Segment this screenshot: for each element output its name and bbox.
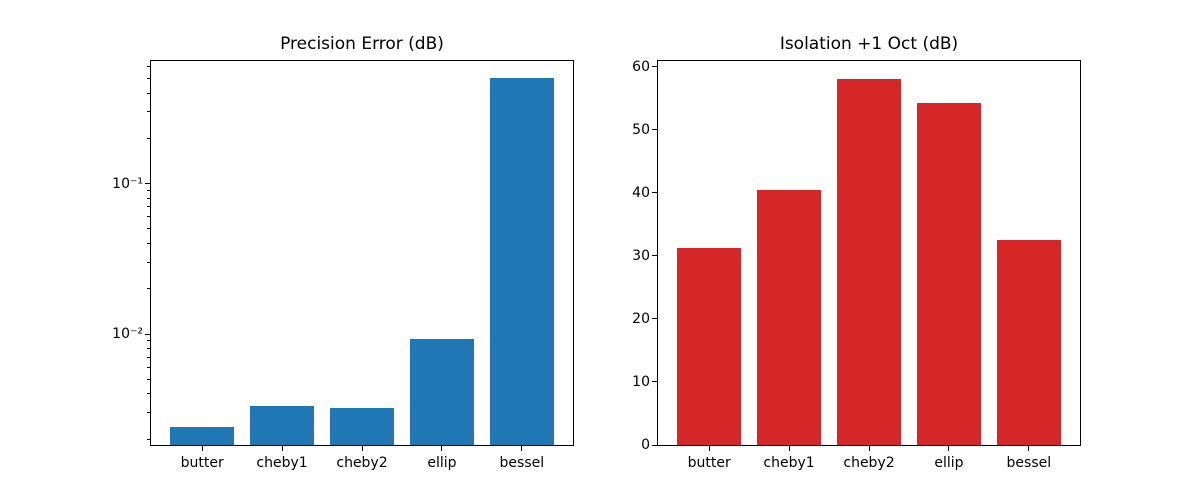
y-minor-tick (147, 438, 150, 440)
x-tick (948, 446, 950, 451)
x-tick (708, 446, 710, 451)
x-tick-label: cheby1 (256, 455, 308, 471)
bar-butter (677, 247, 742, 445)
y-tick-label: 0 (641, 437, 650, 453)
y-minor-tick (147, 216, 150, 218)
left-chart-axes: Precision Error (dB) butter cheby1 cheby2 e… (112, 34, 574, 471)
y-minor-tick (147, 111, 150, 113)
y-minor-tick (147, 348, 150, 350)
y-minor-tick (147, 288, 150, 290)
x-tick (441, 446, 443, 451)
y-minor-tick (147, 393, 150, 395)
x-tick-label: cheby1 (763, 455, 815, 471)
x-tick (281, 446, 283, 451)
y-tick (652, 318, 657, 320)
y-tick (652, 192, 657, 194)
right-chart-title: Isolation +1 Oct (dB) (779, 34, 959, 54)
bar-cheby1 (250, 406, 315, 445)
y-minor-tick (147, 412, 150, 414)
bar-cheby1 (757, 189, 822, 445)
x-tick-label: cheby2 (336, 455, 388, 471)
y-minor-tick (147, 77, 150, 79)
y-minor-tick (147, 228, 150, 230)
x-tick-label: butter (687, 455, 731, 471)
y-tick-label: 40 (632, 184, 650, 201)
x-tick-label: butter (180, 455, 224, 471)
x-tick (1028, 446, 1030, 451)
y-minor-tick (147, 206, 150, 208)
x-tick (788, 446, 790, 451)
bar-bessel (489, 78, 554, 445)
y-tick (652, 381, 657, 383)
y-minor-tick (147, 261, 150, 263)
y-tick-label: 30 (632, 247, 650, 264)
y-minor-tick (147, 197, 150, 199)
x-tick-label: bessel (1006, 455, 1052, 471)
y-tick (145, 183, 150, 185)
y-tick-label: 10⁻¹ (112, 175, 143, 192)
y-tick (145, 333, 150, 335)
bar-cheby2 (330, 408, 394, 445)
bar-ellip (409, 339, 474, 445)
y-minor-tick (147, 366, 150, 368)
x-tick (201, 446, 203, 451)
y-minor-tick (147, 378, 150, 380)
bar-bessel (996, 240, 1061, 445)
y-tick (652, 255, 657, 257)
bar-ellip (916, 102, 981, 445)
y-minor-tick (147, 356, 150, 358)
y-minor-tick (147, 242, 150, 244)
y-tick-label: 20 (632, 310, 650, 327)
y-minor-tick (147, 92, 150, 94)
x-tick-label: ellip (427, 455, 457, 471)
y-minor-tick (147, 137, 150, 139)
y-tick-label: 50 (632, 121, 650, 138)
y-minor-tick (147, 189, 150, 191)
x-tick-label: ellip (934, 455, 964, 471)
x-tick-label: bessel (499, 455, 545, 471)
y-tick (652, 444, 657, 446)
x-tick (361, 446, 363, 451)
y-tick (652, 66, 657, 68)
y-tick-label: 60 (632, 58, 650, 75)
y-minor-tick (147, 340, 150, 342)
left-chart-title: Precision Error (dB) (280, 34, 444, 54)
right-chart-axes: Isolation +1 Oct (dB) butter cheby1 cheby2… (632, 34, 1081, 471)
y-tick-label: 10 (632, 373, 650, 390)
x-tick (521, 446, 523, 451)
y-minor-tick (147, 66, 150, 68)
y-tick-label: 10⁻² (112, 326, 143, 343)
x-tick (868, 446, 870, 451)
bar-butter (170, 427, 235, 445)
bar-cheby2 (837, 79, 901, 445)
y-tick (652, 129, 657, 131)
x-tick-label: cheby2 (843, 455, 895, 471)
